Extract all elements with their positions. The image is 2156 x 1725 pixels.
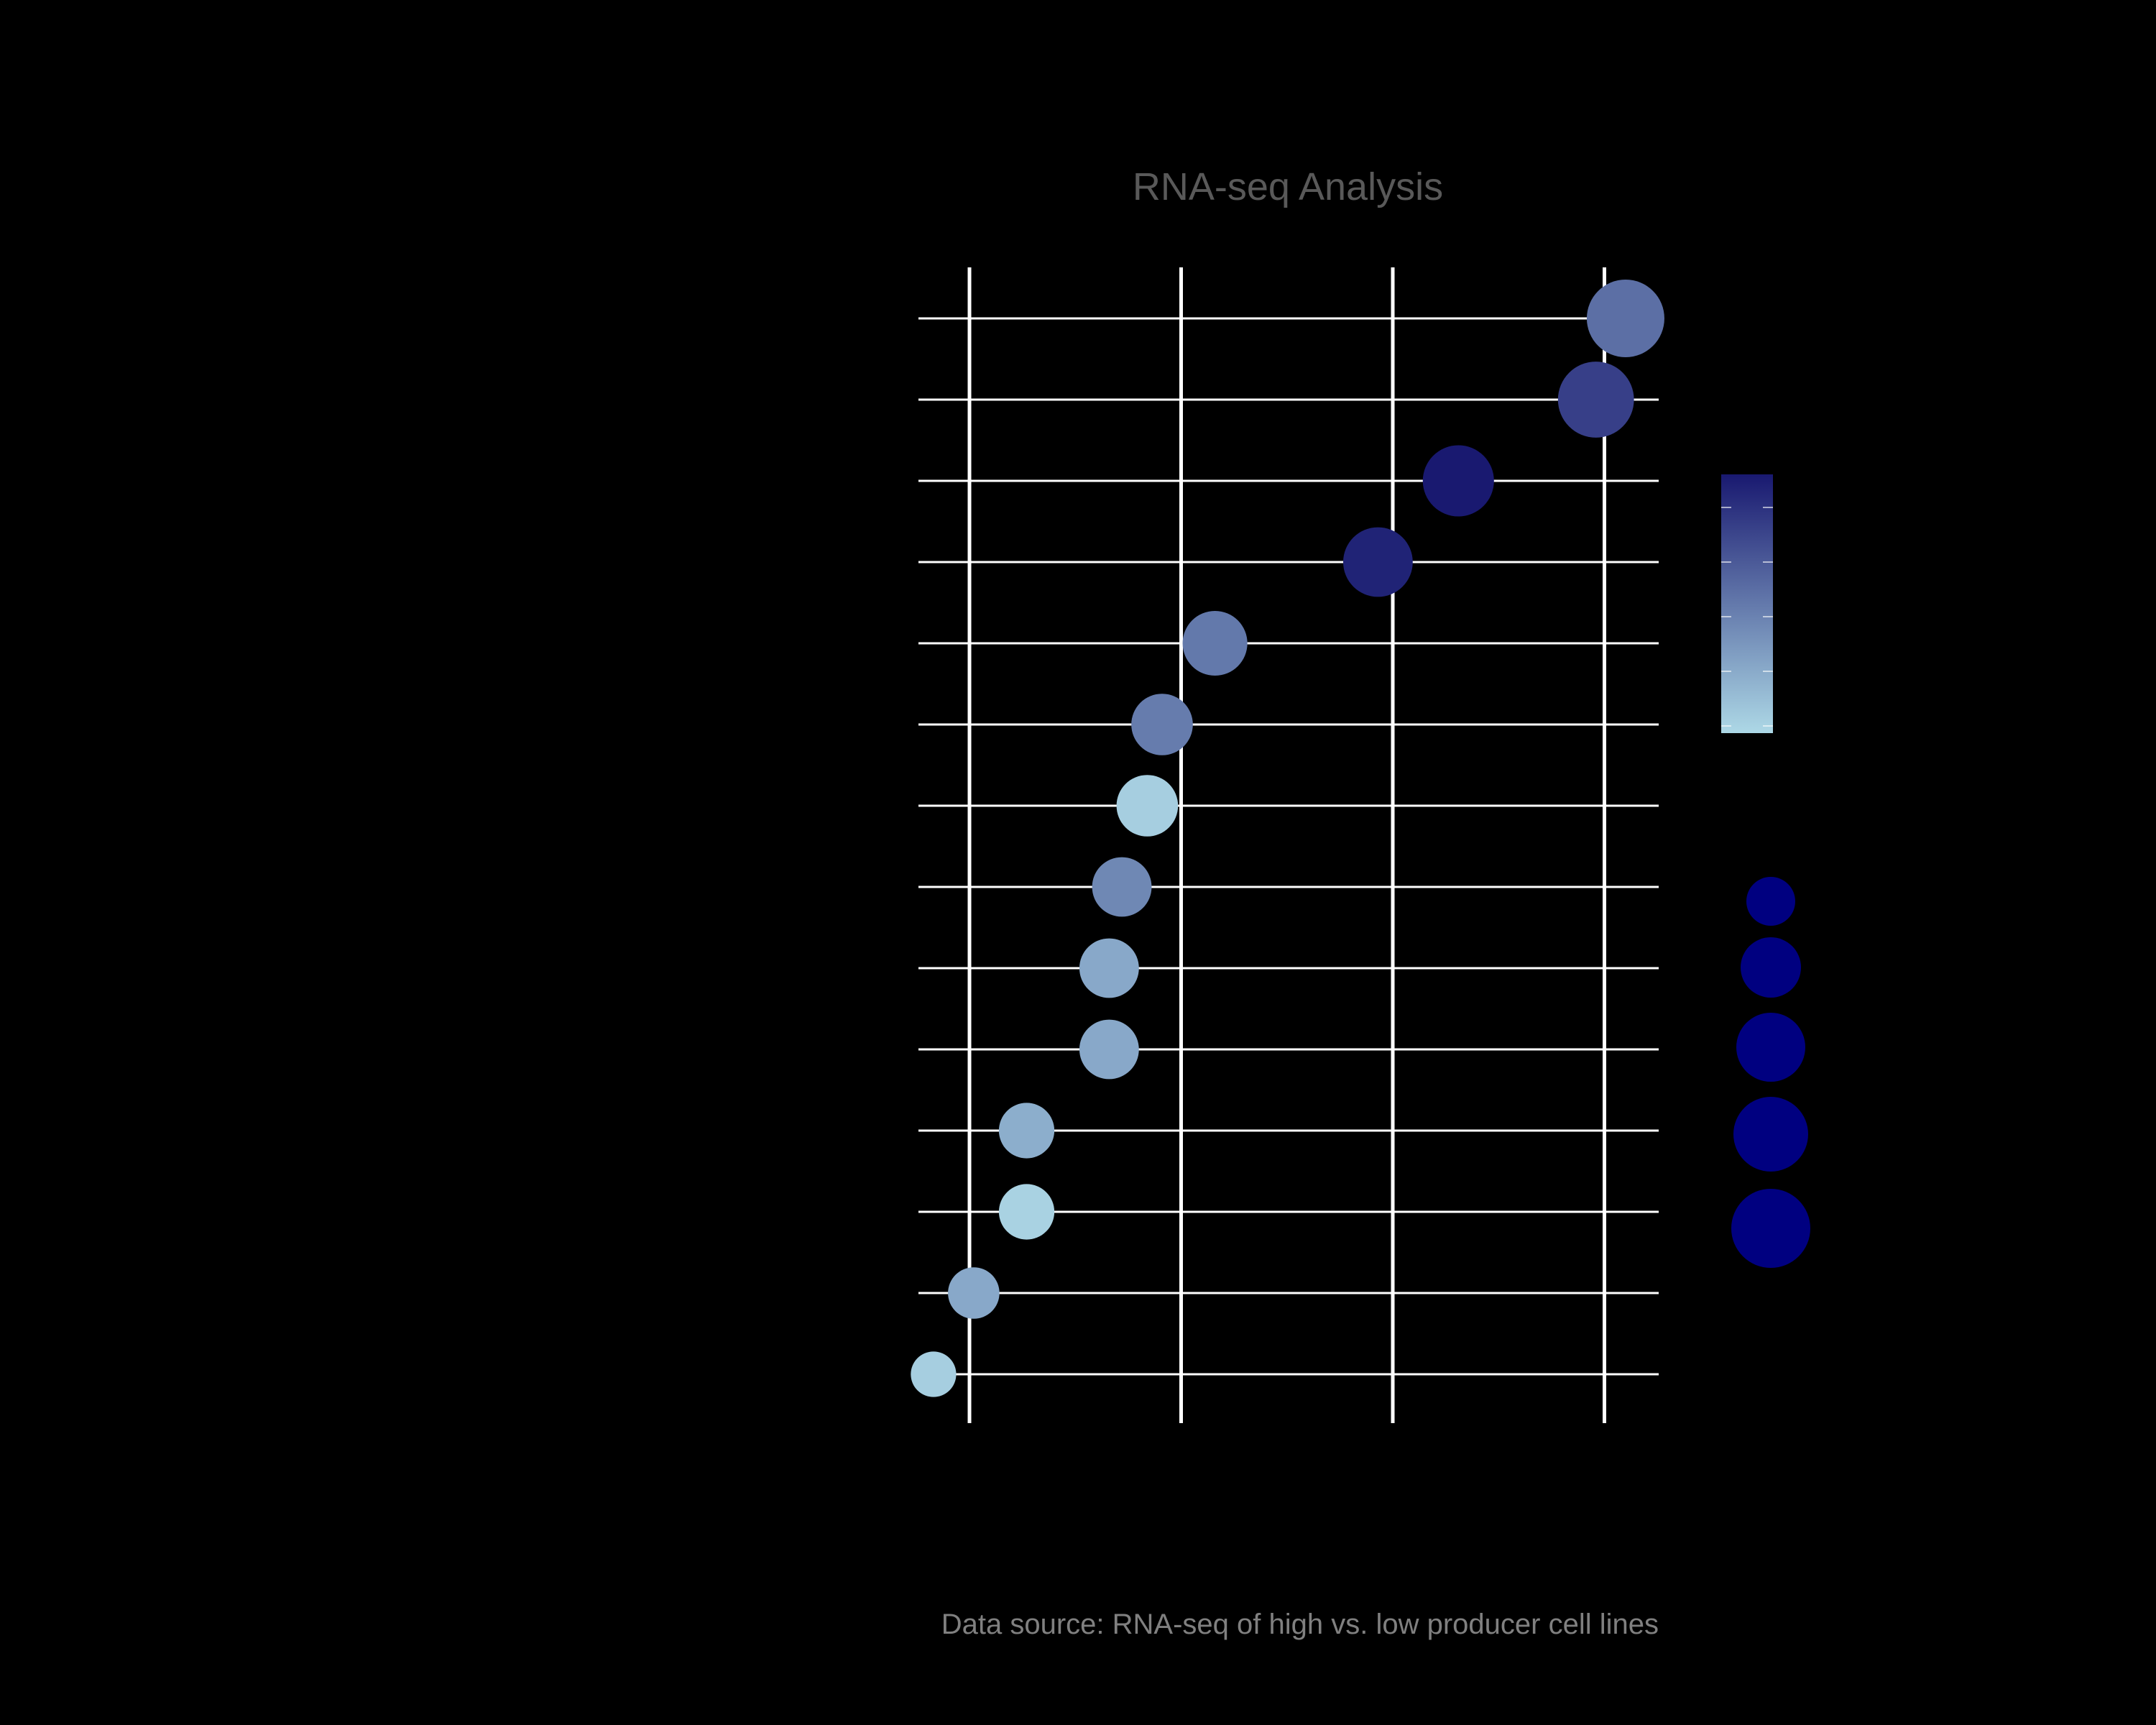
data-point [1079, 1019, 1139, 1080]
data-point [1092, 857, 1152, 917]
data-point [1586, 280, 1664, 357]
data-point [1422, 445, 1494, 517]
data-point [911, 1351, 957, 1397]
size-legend-key [1741, 937, 1801, 998]
data-point [948, 1267, 1000, 1319]
data-point [1557, 362, 1634, 438]
data-point [998, 1103, 1055, 1159]
chart-title: RNA-seq Analysis [1133, 165, 1443, 208]
size-legend-key [1733, 1097, 1808, 1172]
color-legend-bar [1721, 474, 1773, 733]
legend [1721, 474, 1810, 1268]
color-legend-ticks [1721, 507, 1773, 727]
size-legend [1731, 877, 1810, 1268]
data-point [1182, 610, 1248, 676]
size-legend-key [1731, 1189, 1810, 1268]
data-point [998, 1184, 1055, 1240]
data-points [911, 280, 1664, 1397]
data-point [1131, 694, 1193, 755]
size-legend-key [1746, 877, 1795, 926]
size-legend-key [1736, 1013, 1805, 1082]
chart-caption: Data source: RNA-seq of high vs. low pro… [941, 1609, 1659, 1640]
data-point [1342, 527, 1413, 597]
data-point [1116, 775, 1179, 837]
data-point [1079, 938, 1139, 998]
